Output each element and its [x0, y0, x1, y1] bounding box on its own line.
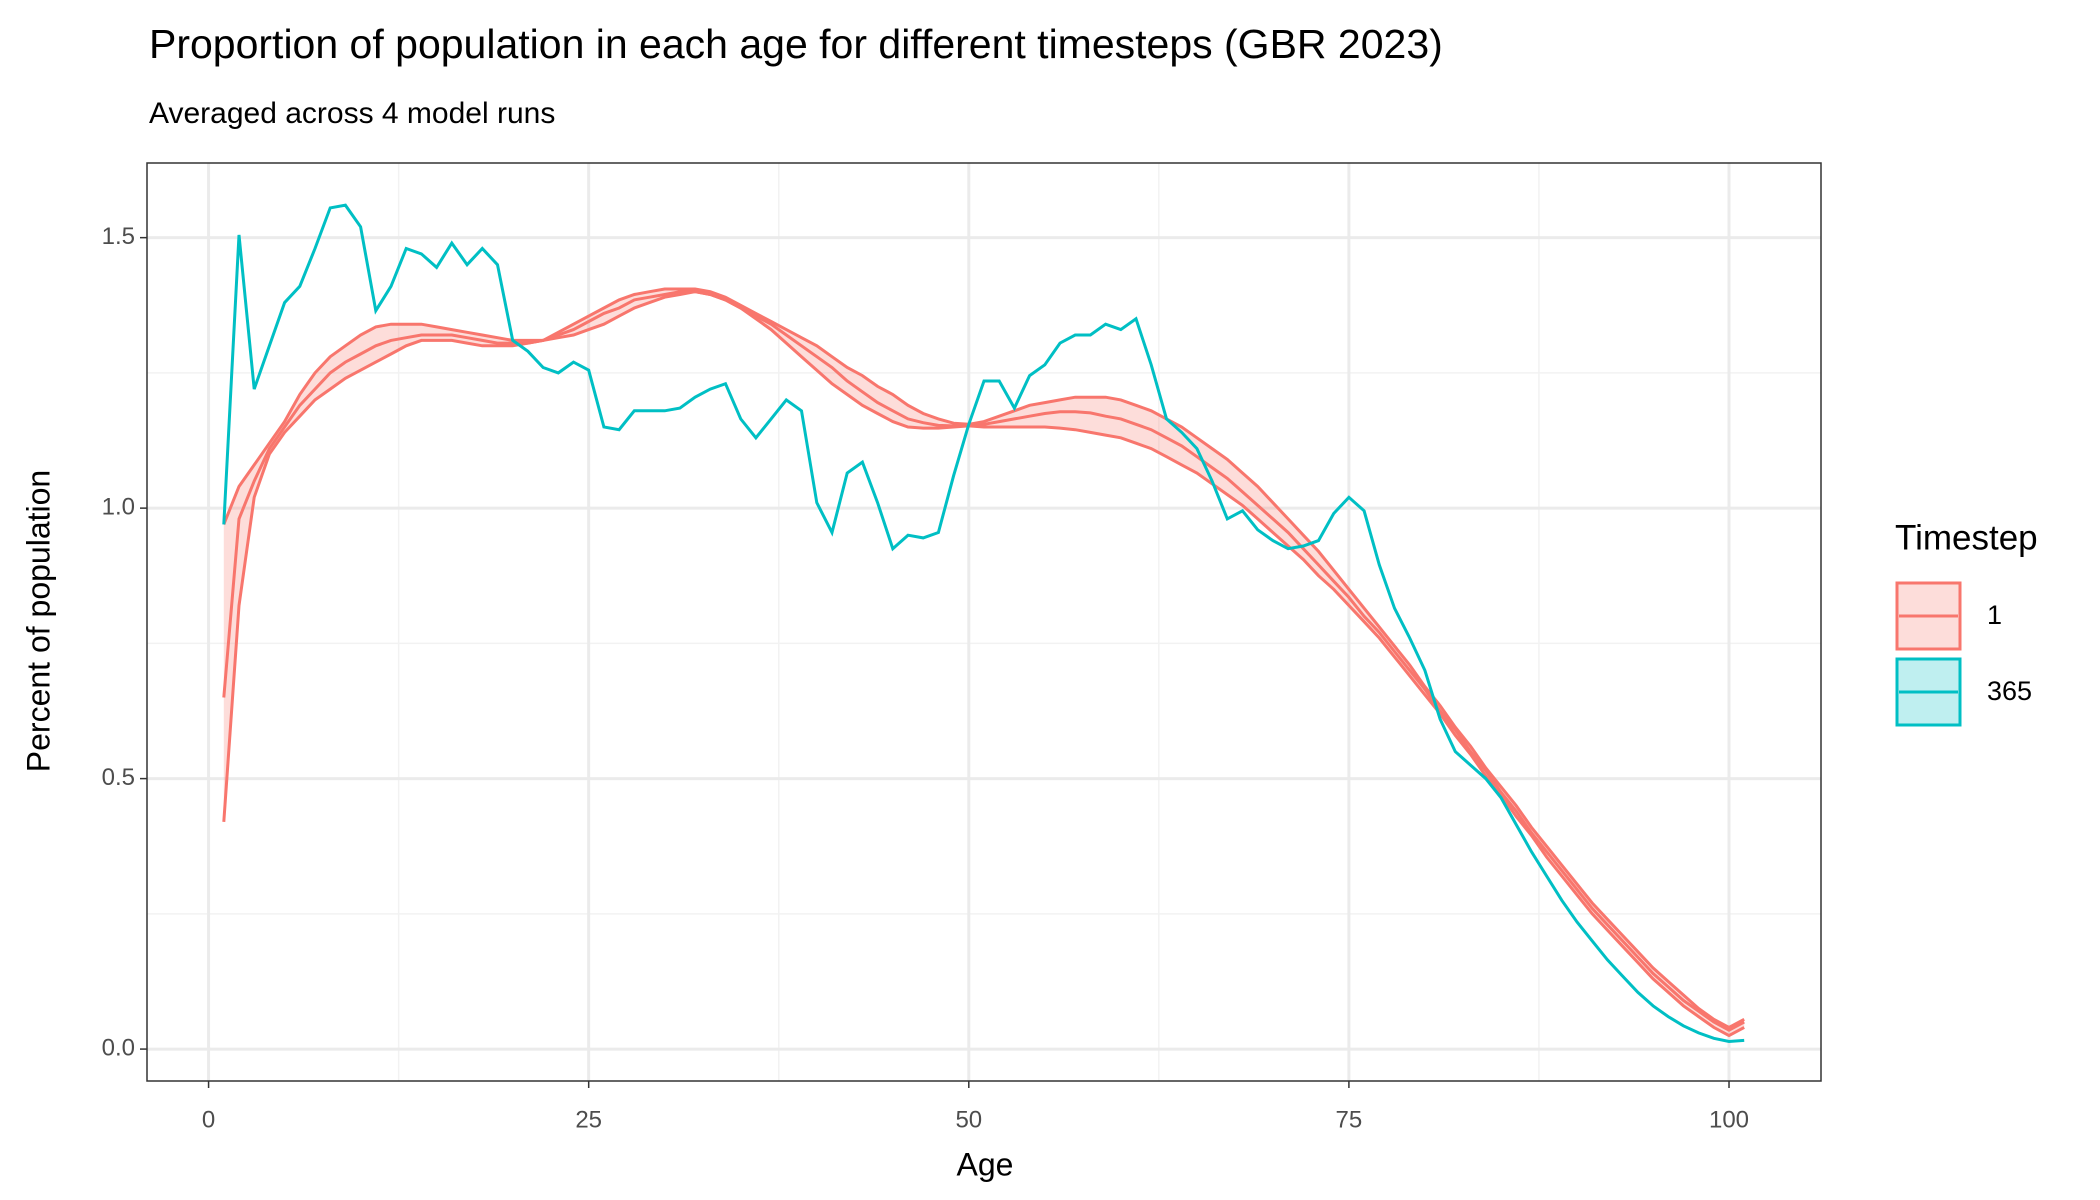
- x-tick-label: 25: [575, 1106, 602, 1133]
- line: [222, 203, 1745, 1044]
- y-tick-label: 1.5: [102, 223, 135, 250]
- legend-title: Timestep: [1895, 518, 2038, 557]
- y-axis-label: Percent of population: [20, 470, 56, 772]
- x-tick-label: 50: [955, 1106, 982, 1133]
- legend-label: 1: [1987, 600, 2002, 630]
- legend: 1 365: [1895, 581, 2032, 727]
- y-tick-label: 0.5: [102, 764, 135, 791]
- chart-title: Proportion of population in each age for…: [149, 21, 1443, 67]
- x-tick-label: 0: [202, 1106, 215, 1133]
- legend-label: 365: [1987, 676, 2032, 706]
- y-tick-label: 1.0: [102, 493, 135, 520]
- panel-border: [146, 162, 1822, 1082]
- plot-area: [222, 203, 1745, 1044]
- line: [222, 290, 1745, 1032]
- ribbon-edge: [222, 287, 1745, 1030]
- panel: [147, 163, 1821, 1081]
- y-tick-label: 0.0: [102, 1034, 135, 1061]
- chart-subtitle: Averaged across 4 model runs: [149, 97, 555, 130]
- x-axis-label: Age: [957, 1146, 1014, 1182]
- x-tick-label: 75: [1336, 1106, 1363, 1133]
- grid: 0 25 50 75 100 0.0 0.5 1.0 1.5: [102, 163, 1821, 1133]
- ribbon-edge: [222, 290, 1745, 1038]
- x-tick-label: 100: [1709, 1106, 1749, 1133]
